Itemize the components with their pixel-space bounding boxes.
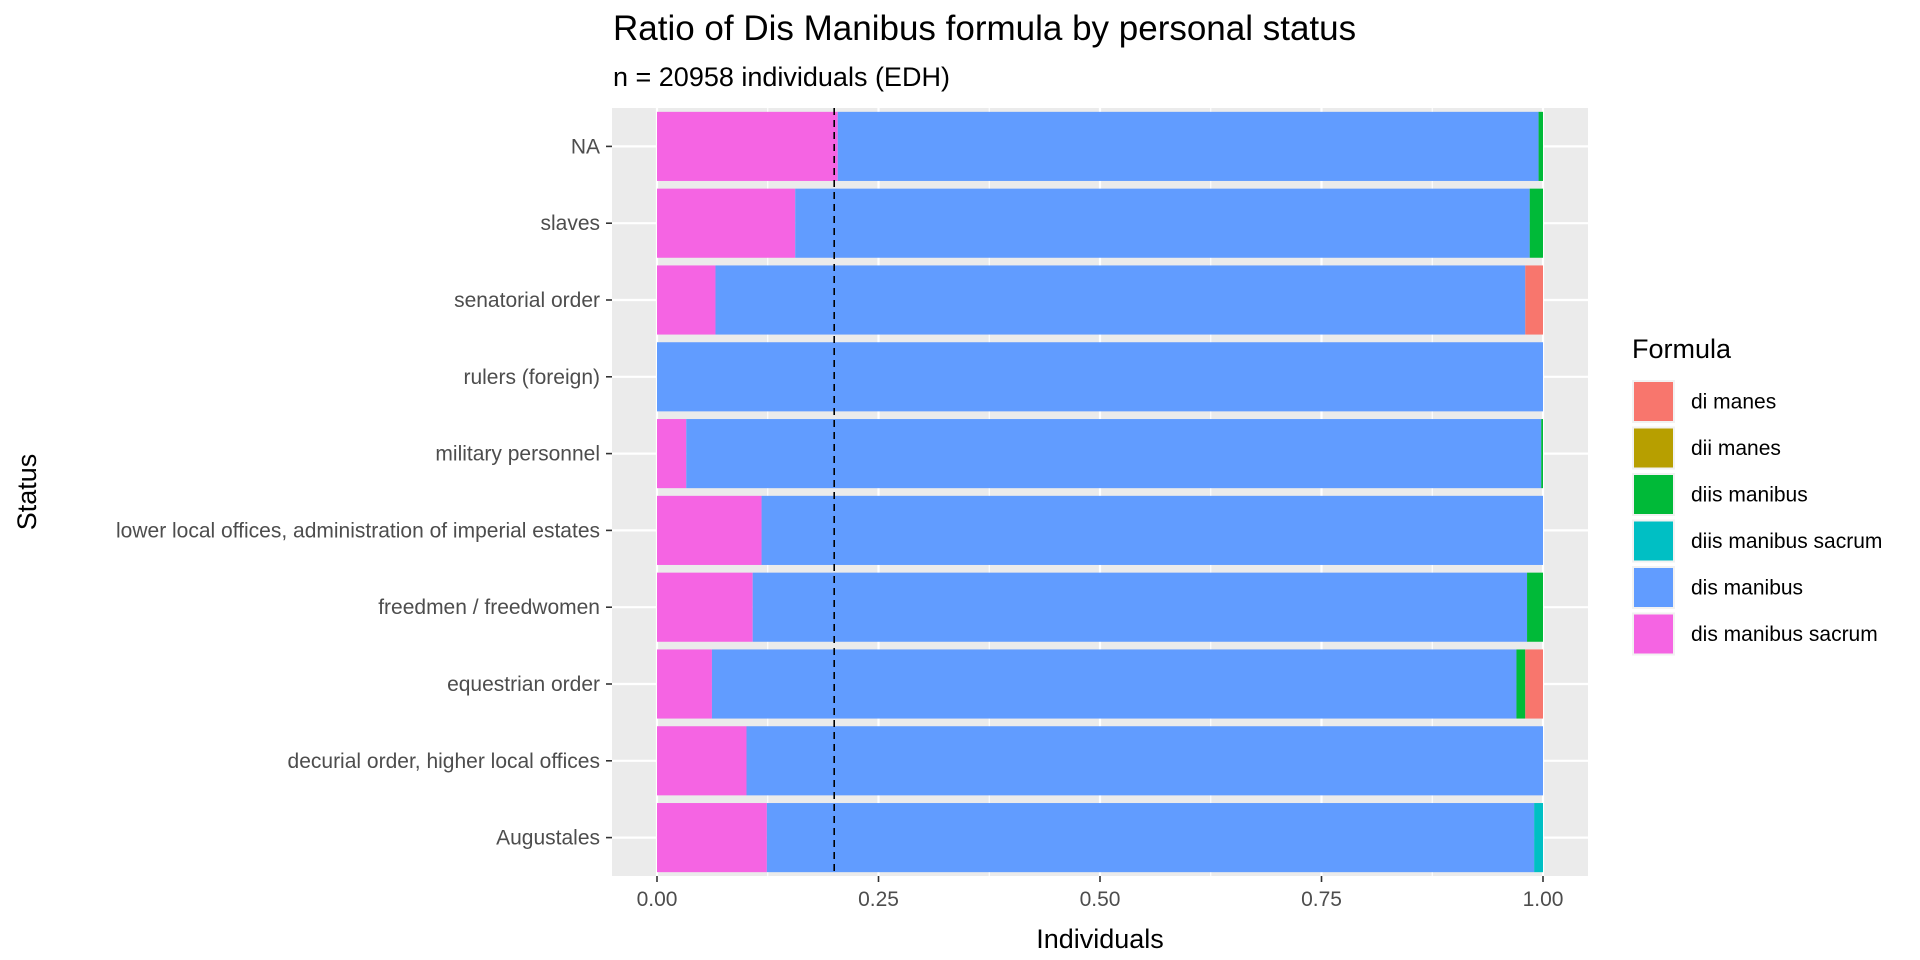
bar-segment [1538, 111, 1543, 181]
bar-segment [766, 803, 1535, 873]
y-tick-label: lower local offices, administration of i… [116, 519, 600, 542]
x-tick-label: 0.25 [858, 888, 899, 911]
legend-label: diis manibus [1691, 484, 1808, 507]
bar-segment [1516, 649, 1526, 719]
bar-segment [657, 726, 747, 796]
legend-swatch [1634, 521, 1673, 561]
y-tick-label: military personnel [435, 443, 600, 466]
bar-segment [1527, 572, 1543, 642]
legend-swatch [1634, 382, 1673, 421]
legend-swatch [1634, 568, 1673, 607]
bar-segment [752, 572, 1528, 642]
y-tick-label: freedmen / freedwomen [378, 596, 600, 619]
bar-segment [711, 649, 1517, 719]
legend-swatch [1634, 428, 1673, 468]
legend: Formula di manes dii manes diis manibus dii… [1632, 334, 1882, 656]
bar-segment [1525, 265, 1543, 335]
bar-segment [657, 803, 767, 873]
x-tick-label: 0.50 [1080, 888, 1121, 911]
chart-subtitle: n = 20958 individuals (EDH) [613, 62, 950, 92]
bar-segment [657, 495, 762, 565]
legend-label: dis manibus [1691, 577, 1803, 600]
bar-segment [1534, 803, 1543, 873]
bar-segment [746, 726, 1543, 796]
y-tick-label: decurial order, higher local offices [288, 750, 600, 773]
legend-label: dis manibus sacrum [1691, 623, 1878, 646]
legend-label: dii manes [1691, 437, 1781, 460]
bar-segment [657, 111, 838, 181]
x-tick-label: 1.00 [1523, 888, 1564, 911]
bar-segment [657, 649, 712, 719]
y-tick-label: equestrian order [447, 673, 600, 696]
x-axis: 0.00 0.25 0.50 0.75 1.00 [637, 876, 1564, 911]
bar-segment [837, 111, 1539, 181]
x-axis-title: Individuals [1036, 924, 1164, 954]
y-tick-label: slaves [540, 212, 600, 235]
x-tick-label: 0.00 [637, 888, 678, 911]
legend-title: Formula [1632, 334, 1732, 364]
legend-swatch [1634, 614, 1673, 654]
chart-title: Ratio of Dis Manibus formula by personal… [613, 9, 1356, 48]
bar-segment [1525, 649, 1543, 719]
legend-swatch [1634, 475, 1673, 514]
bar-segment [657, 265, 716, 335]
x-tick-label: 0.75 [1301, 888, 1342, 911]
y-tick-label: senatorial order [454, 289, 600, 312]
bar-segment [657, 188, 796, 258]
y-tick-label: rulers (foreign) [463, 366, 600, 389]
bar-segment [715, 265, 1526, 335]
legend-label: diis manibus sacrum [1691, 530, 1882, 553]
bar-segment [1529, 188, 1543, 258]
bar-segment [761, 495, 1543, 565]
bar-segment [686, 419, 1542, 489]
y-tick-label: Augustales [496, 827, 600, 850]
bar-segment [657, 342, 1543, 412]
y-axis-title: Status [12, 454, 42, 531]
bar-segment [1541, 419, 1543, 489]
y-axis: Augustales decurial order, higher local o… [116, 135, 612, 850]
bar-segment [657, 572, 753, 642]
y-tick-label: NA [571, 135, 600, 158]
bar-segment [657, 419, 687, 489]
bar-segment [795, 188, 1530, 258]
legend-label: di manes [1691, 391, 1776, 414]
bars-layer [657, 111, 1543, 873]
